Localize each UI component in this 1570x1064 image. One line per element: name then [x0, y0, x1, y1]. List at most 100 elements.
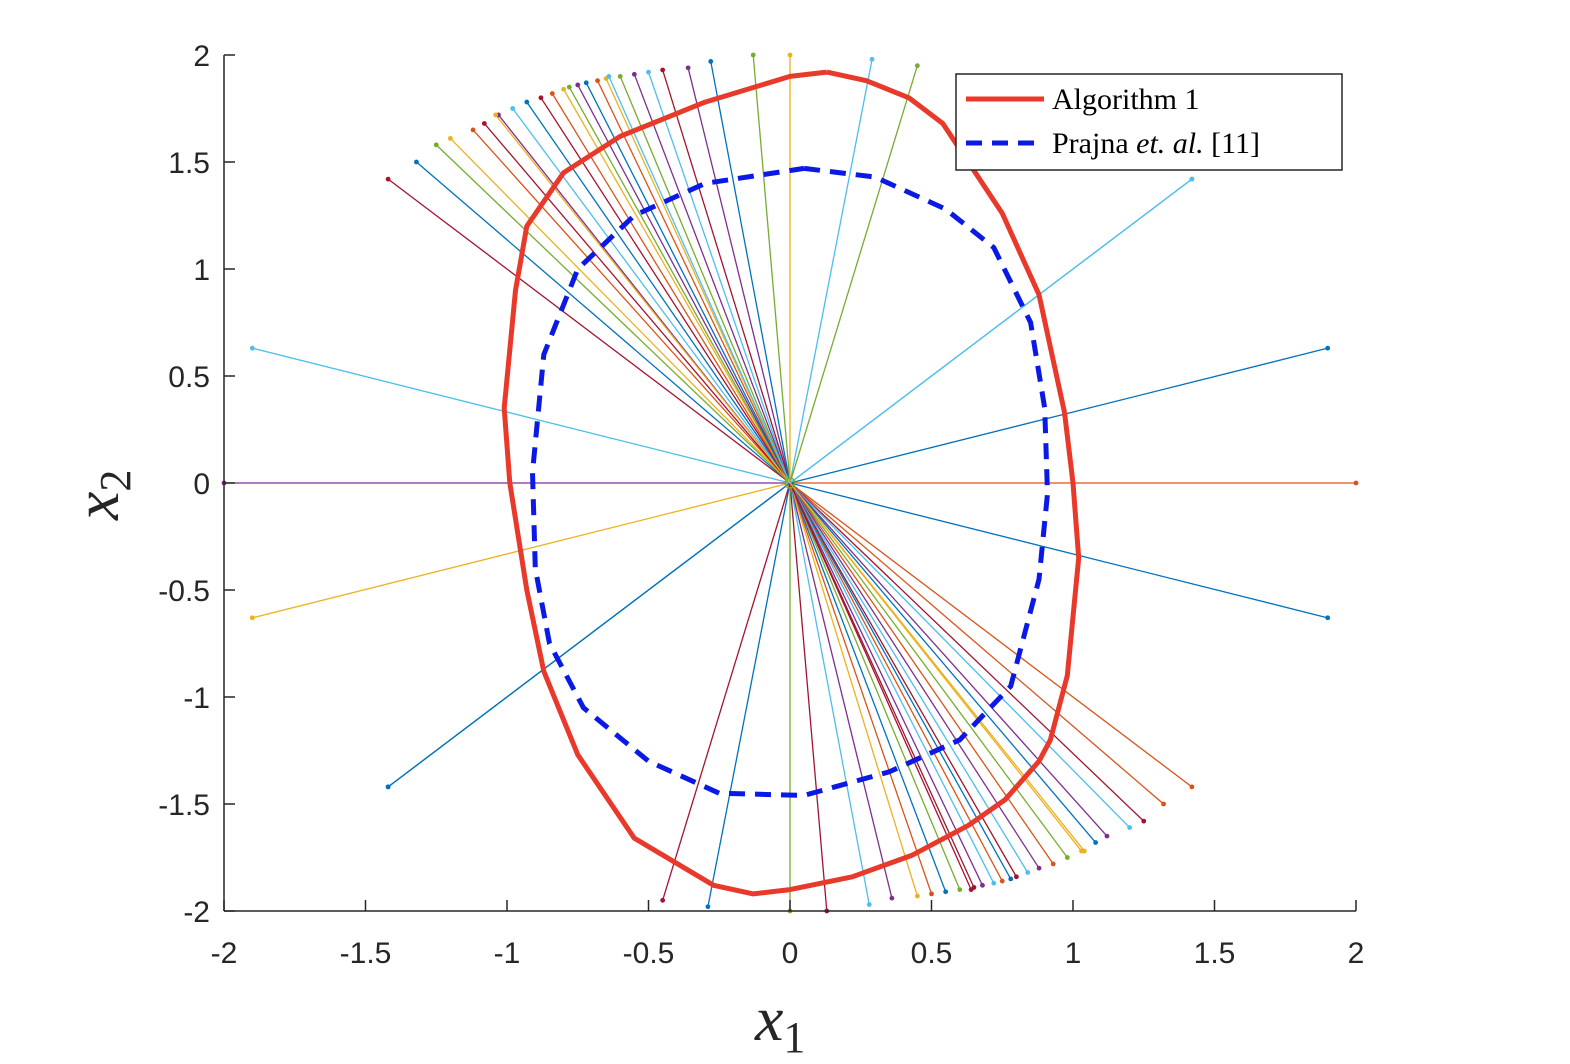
y-axis-label: x2	[61, 470, 140, 521]
trajectory-start-point	[617, 74, 623, 79]
trajectory-line	[789, 59, 873, 484]
y-tick-label: -0.5	[158, 575, 210, 608]
trajectory-start-point	[1025, 870, 1031, 875]
x-tick-label: 2	[1348, 937, 1365, 970]
trajectory-start-point	[606, 74, 612, 79]
trajectory-start-point	[575, 82, 581, 88]
trajectory-line	[387, 178, 791, 484]
trajectory-start-point	[583, 80, 589, 86]
y-tick-label: -1.5	[158, 789, 210, 822]
trajectory-start-point	[660, 67, 666, 73]
trajectory-start-point	[1064, 855, 1070, 860]
y-axis-label-sub: 2	[91, 470, 140, 492]
trajectory-start-point	[646, 69, 651, 75]
trajectory-lines	[224, 54, 1356, 912]
y-tick-label: -1	[183, 682, 210, 715]
x-tick-label: 0.5	[911, 937, 953, 970]
trajectory-start-point	[249, 345, 255, 351]
trajectory-start-point	[481, 121, 487, 126]
trajectory-line	[416, 161, 791, 484]
trajectory-start-point	[889, 895, 895, 901]
trajectory-line	[563, 88, 791, 484]
legend-label-prajna: Prajna et. al. [11]	[1052, 127, 1260, 160]
trajectory-line	[789, 482, 933, 895]
trajectory-line	[789, 178, 1193, 484]
trajectory-start-point	[914, 893, 920, 899]
x-tick-label: -1.5	[340, 937, 392, 970]
trajectory-start-point	[1325, 345, 1331, 351]
trajectory-line	[789, 482, 1012, 880]
trajectory-line	[789, 482, 984, 886]
x-axis-label-main: x	[754, 983, 783, 1054]
trajectory-endpoints	[221, 52, 1359, 914]
trajectory-start-point	[914, 63, 920, 69]
x-tick-label: -1	[494, 937, 521, 970]
trajectory-start-point	[866, 902, 872, 907]
trajectory-line	[789, 482, 870, 905]
trajectory-line	[710, 61, 791, 484]
trajectory-line	[662, 482, 791, 901]
trajectory-line	[647, 71, 791, 484]
y-tick-label: 0.5	[168, 361, 210, 394]
trajectory-line	[789, 482, 1085, 852]
trajectory-start-point	[787, 52, 793, 58]
trajectory-line	[789, 482, 1029, 873]
trajectory-start-point	[660, 897, 666, 903]
trajectory-line	[789, 482, 1193, 788]
series-layer	[501, 69, 1082, 897]
trajectory-line	[633, 74, 791, 484]
trajectory-line	[789, 482, 1164, 805]
legend-label-prajna-part: Prajna	[1052, 127, 1136, 160]
trajectory-line	[789, 482, 828, 912]
trajectory-line	[789, 482, 1003, 882]
origin-marker	[784, 477, 796, 489]
x-tick-label: -2	[211, 937, 238, 970]
trajectory-start-point	[595, 78, 600, 84]
trajectory-start-point	[705, 904, 711, 910]
trajectory-start-point	[685, 65, 691, 71]
trajectory-start-point	[1050, 861, 1056, 867]
trajectory-start-point	[999, 878, 1005, 884]
trajectory-line	[789, 482, 1017, 878]
trajectory-line	[789, 482, 1328, 619]
trajectory-line	[707, 482, 791, 907]
trajectory-start-point	[1014, 874, 1019, 880]
trajectory-line	[789, 482, 1145, 822]
trajectory-start-point	[1141, 818, 1147, 824]
trajectory-line	[687, 67, 791, 484]
legend-box	[955, 73, 1343, 171]
legend-label-prajna-italic: et. al.	[1136, 127, 1204, 160]
y-axis-label-main: x	[61, 492, 132, 521]
trajectory-start-point	[561, 86, 566, 92]
trajectory-line	[789, 65, 918, 484]
trajectory-line	[512, 108, 791, 484]
trajectory-start-point	[1325, 615, 1331, 621]
trajectory-start-point	[1008, 876, 1014, 882]
trajectory-line	[551, 93, 791, 484]
trajectory-start-point	[869, 56, 875, 62]
trajectory-start-point	[470, 127, 476, 133]
trajectory-start-point	[968, 887, 974, 892]
trajectory-line	[252, 347, 791, 484]
x-axis-label-sub: 1	[783, 1013, 805, 1062]
trajectory-line	[483, 123, 791, 484]
y-tick-label: 1.5	[168, 147, 210, 180]
trajectory-line	[472, 129, 791, 484]
y-tick-label: 1	[193, 254, 210, 287]
trajectory-line	[789, 482, 1131, 828]
trajectory-start-point	[538, 95, 544, 101]
trajectory-start-point	[1036, 865, 1042, 871]
trajectory-line	[585, 82, 791, 484]
trajectory-start-point	[385, 784, 391, 790]
trajectory-start-point	[510, 106, 516, 111]
y-ticks: 2 1.5 1 0.5 0 -0.5 -1 -1.5 -2	[158, 40, 235, 929]
trajectory-start-point	[549, 91, 555, 96]
trajectory-line	[789, 347, 1328, 484]
trajectory-start-point	[524, 99, 530, 105]
trajectory-start-point	[943, 889, 949, 895]
x-axis-label: x1	[754, 983, 805, 1062]
trajectory-line	[526, 101, 791, 484]
trajectory-start-point	[1161, 801, 1166, 807]
trajectory-start-point	[980, 882, 985, 888]
trajectory-line	[789, 482, 947, 892]
